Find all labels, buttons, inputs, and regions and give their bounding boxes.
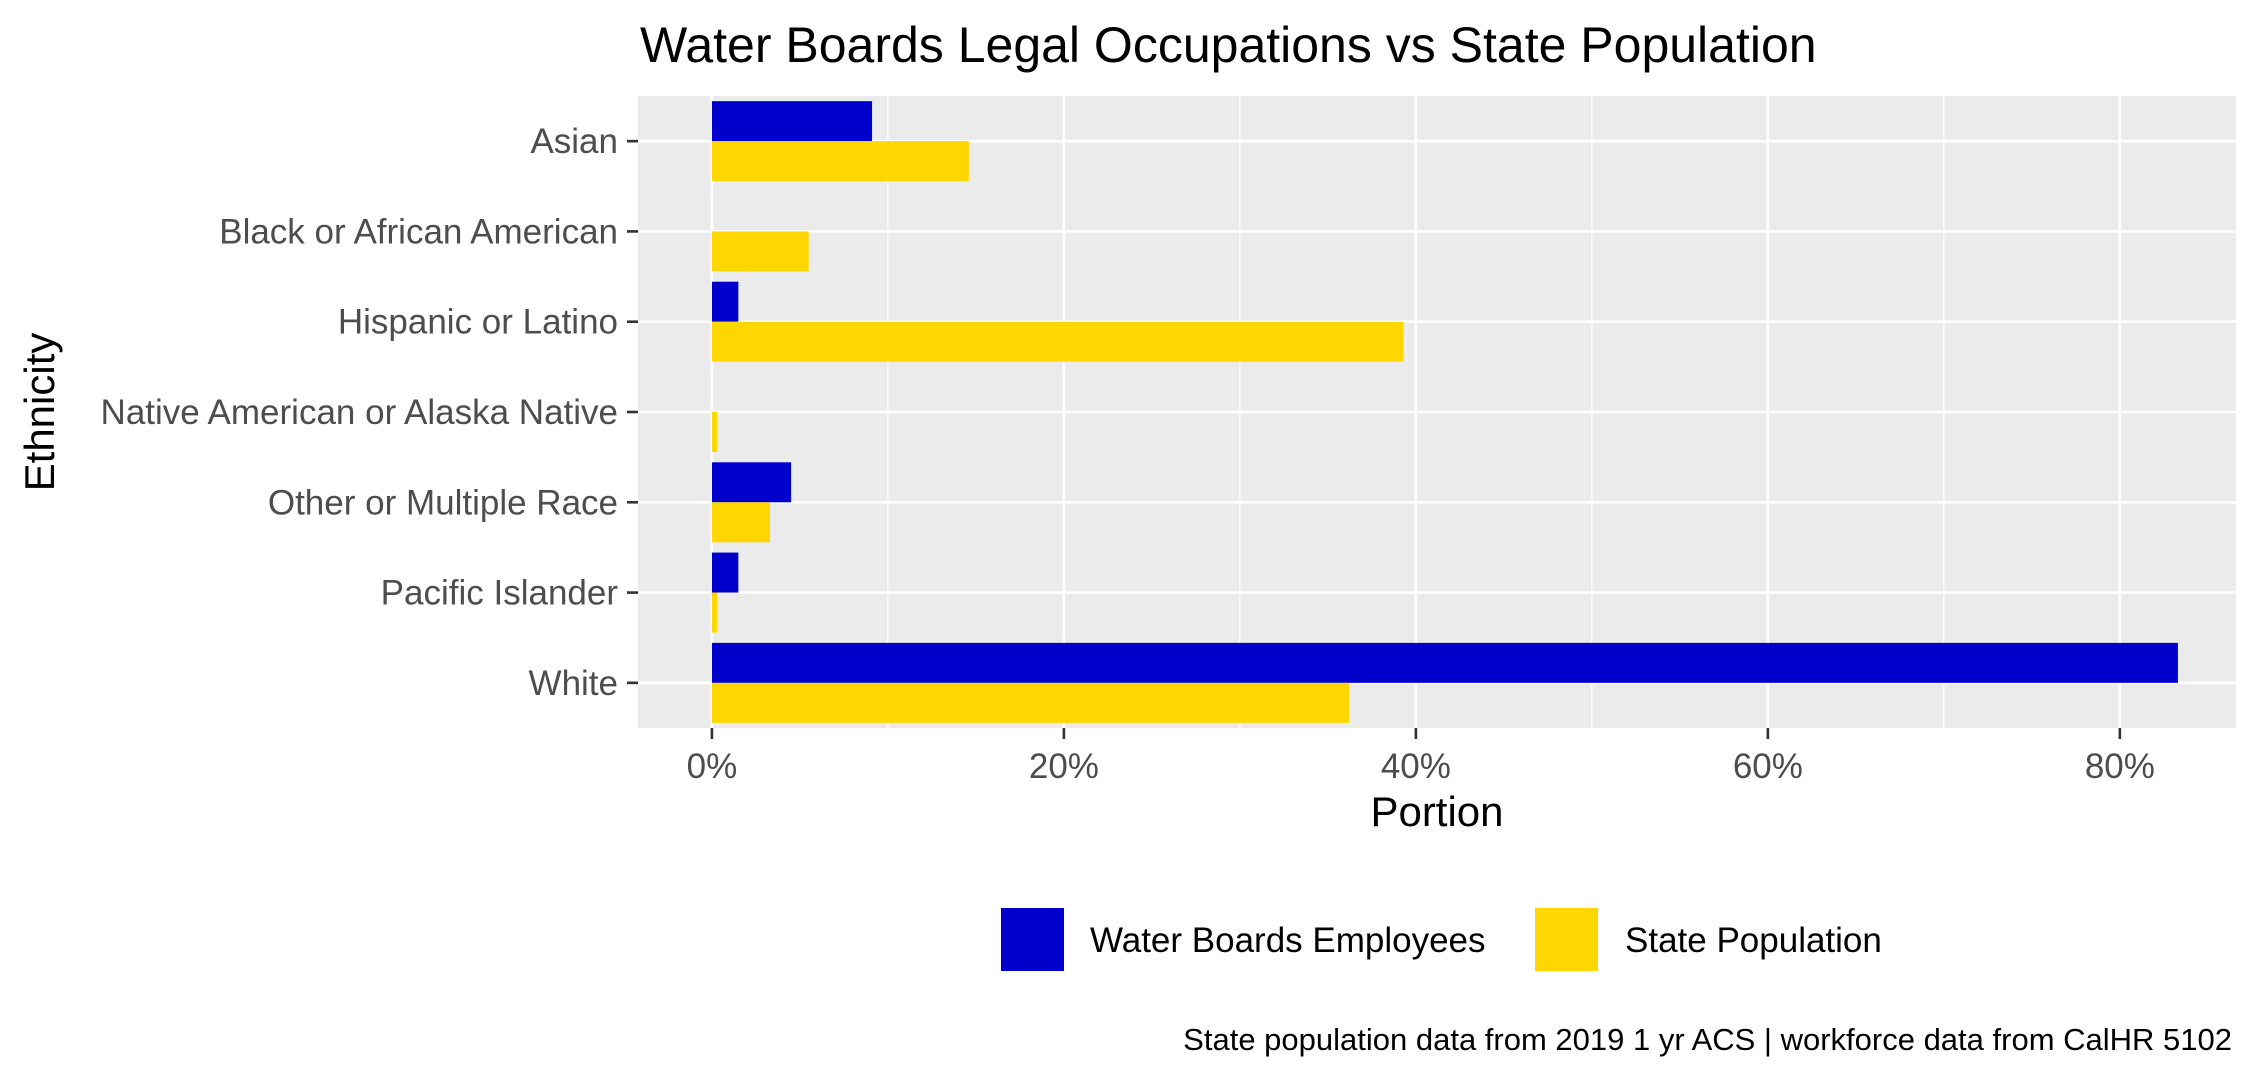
x-tick-label: 0%: [687, 747, 738, 786]
legend-label-water-boards-employees: Water Boards Employees: [1090, 921, 1486, 960]
y-tick-label-other-or-multiple-race: Other or Multiple Race: [268, 483, 618, 522]
bar-water-boards-employees-other-or-multiple-race: [711, 462, 792, 503]
bar-water-boards-employees-hispanic-or-latino: [711, 281, 739, 322]
y-tick-label-pacific-islander: Pacific Islander: [381, 574, 619, 613]
x-tick-label: 20%: [1029, 747, 1099, 786]
bar-state-population-hispanic-or-latino: [711, 321, 1404, 362]
y-tick-label-asian: Asian: [530, 122, 618, 161]
bar-state-population-other-or-multiple-race: [711, 502, 770, 543]
bar-state-population-black-or-african-american: [711, 231, 809, 272]
bar-water-boards-employees-pacific-islander: [711, 552, 739, 593]
bar-state-population-pacific-islander: [711, 592, 718, 633]
y-tick-label-white: White: [529, 664, 618, 703]
x-axis: 0% 20% 40% 60% 80%: [687, 728, 2155, 786]
y-tick-label-native-american-or-alaska-native: Native American or Alaska Native: [101, 393, 618, 432]
bar-state-population-asian: [711, 141, 969, 182]
x-tick-label: 40%: [1381, 747, 1451, 786]
chart-title: Water Boards Legal Occupations vs State …: [640, 17, 1817, 73]
bar-water-boards-employees-asian: [711, 101, 873, 142]
y-tick-label-black-or-african-american: Black or African American: [219, 212, 618, 251]
legend-key-water-boards-employees: [999, 906, 1066, 973]
y-axis-title: Ethnicity: [16, 333, 63, 492]
legend: Water Boards Employees State Population: [999, 906, 1882, 973]
x-tick-label: 80%: [2085, 747, 2155, 786]
chart-caption: State population data from 2019 1 yr ACS…: [1183, 1022, 2232, 1057]
x-axis-title: Portion: [1370, 788, 1503, 835]
bar-state-population-native-american-or-alaska-native: [711, 412, 718, 452]
bar-state-population-white: [711, 682, 1350, 723]
y-axis: White Pacific Islander Other or Multiple R…: [101, 122, 638, 703]
bars: [711, 101, 2178, 723]
y-tick-label-hispanic-or-latino: Hispanic or Latino: [338, 303, 618, 342]
x-tick-label: 60%: [1733, 747, 1803, 786]
legend-key-state-population: [1533, 906, 1600, 973]
legend-label-state-population: State Population: [1625, 921, 1882, 960]
bar-water-boards-employees-white: [711, 642, 2178, 683]
